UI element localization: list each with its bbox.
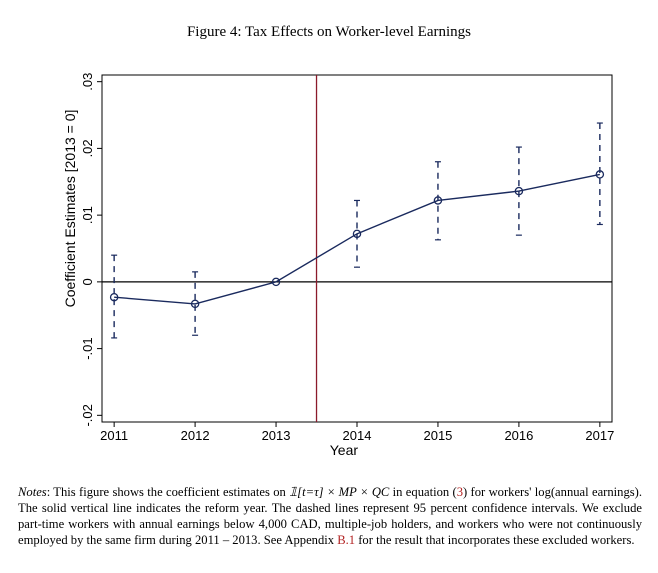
x-tick-label: 2015 — [423, 428, 452, 443]
data-point — [271, 277, 281, 287]
data-point — [595, 170, 605, 179]
figure-title: Figure 4: Tax Effects on Worker-level Ea… — [186, 24, 472, 40]
x-axis-label: Year — [330, 442, 359, 458]
notes-label: Notes — [18, 485, 47, 499]
y-axis-label: Coefficient Estimates [2013 = 0] — [62, 110, 78, 308]
x-tick-label: 2014 — [343, 428, 372, 443]
y-tick-label: -.02 — [80, 404, 95, 426]
plot-area: -.02 -.01 0 .01 .02 .03 2011 2012 2013 2014 2015 20… — [62, 73, 614, 458]
appendix-ref-link[interactable]: B.1 — [337, 533, 356, 547]
equation-ref-link[interactable]: 3 — [456, 485, 464, 499]
y-tick-label: .02 — [80, 139, 95, 157]
data-point — [109, 292, 119, 302]
figure-notes: Notes: This figure shows the coefficient… — [18, 484, 642, 548]
x-tick-label: 2011 — [100, 428, 128, 443]
notes-text-2: in equation ( — [389, 485, 457, 499]
notes-text-3: ) for workers' log(annual earnings). The… — [18, 485, 642, 547]
data-point — [352, 229, 362, 239]
notes-text-4: for the result that incorporates these e… — [355, 533, 635, 547]
x-tick-label: 2012 — [181, 428, 210, 443]
data-point — [190, 299, 200, 309]
data-point — [433, 196, 443, 205]
chart: -.02 -.01 0 .01 .02 .03 2011 2012 2013 2014 2015 20… — [62, 73, 614, 458]
x-tick-label: 2017 — [585, 428, 614, 443]
y-tick-label: .01 — [80, 206, 95, 224]
y-tick-label: 0 — [80, 278, 95, 285]
notes-text-1: : This figure shows the coefficient esti… — [46, 485, 290, 499]
x-tick-label: 2013 — [262, 428, 291, 443]
y-tick-label: .03 — [80, 73, 95, 91]
y-tick-label: -.01 — [80, 337, 95, 359]
data-point — [514, 186, 524, 196]
notes-math: 𝟙[t=τ] × MP × QC — [289, 485, 390, 499]
series-line — [114, 173, 600, 305]
x-tick-label: 2016 — [504, 428, 533, 443]
